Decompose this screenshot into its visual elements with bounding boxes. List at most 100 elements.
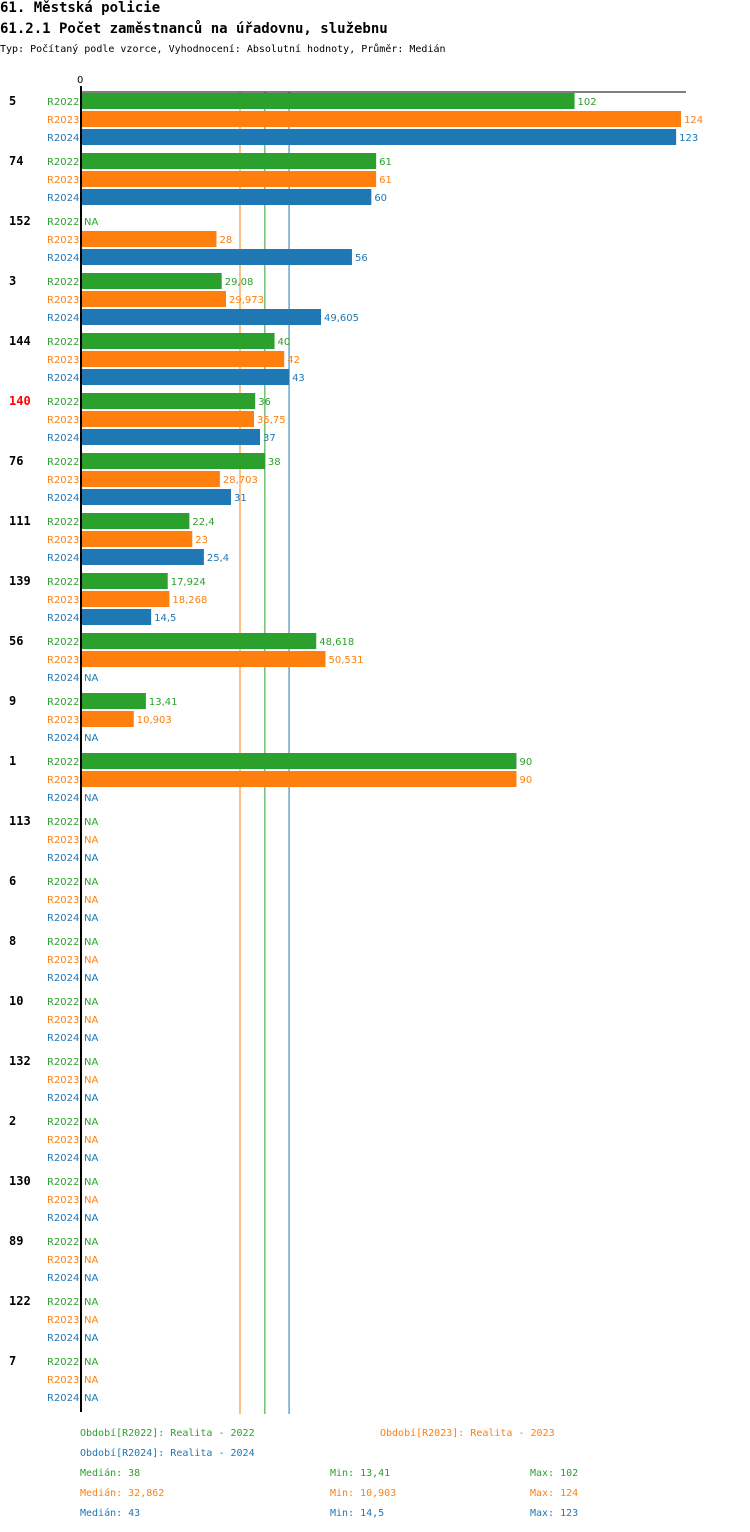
na-label: NA (84, 1393, 98, 1404)
bar (81, 273, 222, 289)
bar (81, 411, 254, 427)
na-label: NA (84, 835, 98, 846)
data-label: 28 (219, 235, 232, 246)
stat-min-r2023: Min: 10,903 (330, 1488, 397, 1499)
bar (81, 369, 290, 385)
bar (81, 171, 377, 187)
data-label: 13,41 (149, 697, 178, 708)
group-label: 130 (9, 1174, 31, 1188)
group-label: 140 (9, 394, 31, 408)
bar (81, 531, 193, 547)
series-label: R2022 (47, 697, 79, 708)
series-label: R2024 (47, 913, 79, 924)
stat-median-r2024: Medián: 43 (80, 1508, 141, 1519)
series-label: R2023 (47, 115, 79, 126)
series-label: R2024 (47, 673, 79, 684)
na-label: NA (84, 1033, 98, 1044)
bar (81, 513, 190, 529)
stat-max-r2023: Max: 124 (530, 1488, 579, 1499)
series-label: R2023 (47, 1135, 79, 1146)
series-label: R2023 (47, 835, 79, 846)
group-label: 139 (9, 574, 31, 588)
series-label: R2024 (47, 493, 79, 504)
data-label: 50,531 (329, 655, 364, 666)
series-label: R2022 (47, 1237, 79, 1248)
series-label: R2023 (47, 235, 79, 246)
group-label: 111 (9, 514, 31, 528)
na-label: NA (84, 817, 98, 828)
data-label: 35,75 (257, 415, 286, 426)
na-label: NA (84, 1015, 98, 1026)
data-label: 42 (287, 355, 300, 366)
data-label: 90 (519, 775, 532, 786)
series-label: R2022 (47, 157, 79, 168)
na-label: NA (84, 997, 98, 1008)
legend-r2024: Období[R2024]: Realita - 2024 (80, 1448, 255, 1459)
series-label: R2024 (47, 1153, 79, 1164)
data-label: 49,605 (324, 313, 359, 324)
data-label: 124 (684, 115, 703, 126)
series-label: R2022 (47, 457, 79, 468)
series-label: R2024 (47, 1393, 79, 1404)
series-label: R2023 (47, 175, 79, 186)
series-label: R2022 (47, 577, 79, 588)
data-label: 23 (195, 535, 208, 546)
na-label: NA (84, 853, 98, 864)
bar (81, 549, 204, 565)
bar (81, 753, 517, 769)
group-label: 9 (9, 694, 16, 708)
series-label: R2023 (47, 775, 79, 786)
series-label: R2024 (47, 853, 79, 864)
stat-min-r2024: Min: 14,5 (330, 1508, 385, 1519)
data-label: 56 (355, 253, 368, 264)
na-label: NA (84, 877, 98, 888)
series-label: R2022 (47, 217, 79, 228)
series-label: R2024 (47, 1093, 79, 1104)
group-label: 76 (9, 454, 23, 468)
na-label: NA (84, 895, 98, 906)
series-label: R2022 (47, 1297, 79, 1308)
series-label: R2024 (47, 1033, 79, 1044)
na-label: NA (84, 1075, 98, 1086)
na-label: NA (84, 1057, 98, 1068)
series-label: R2023 (47, 1375, 79, 1386)
x-axis-zero-label: 0 (77, 75, 83, 86)
data-label: 29,08 (225, 277, 254, 288)
data-label: 123 (679, 133, 698, 144)
series-label: R2022 (47, 337, 79, 348)
data-label: 61 (379, 175, 392, 186)
data-label: 90 (519, 757, 532, 768)
group-label: 132 (9, 1054, 31, 1068)
data-label: 48,618 (319, 637, 354, 648)
data-label: 25,4 (207, 553, 229, 564)
series-label: R2024 (47, 1333, 79, 1344)
na-label: NA (84, 973, 98, 984)
data-label: 60 (374, 193, 387, 204)
na-label: NA (84, 1297, 98, 1308)
na-label: NA (84, 937, 98, 948)
data-label: 14,5 (154, 613, 176, 624)
series-label: R2024 (47, 313, 79, 324)
group-label: 74 (9, 154, 23, 168)
group-label: 8 (9, 934, 16, 948)
page-title: 61. Městská policie (0, 0, 161, 16)
series-label: R2024 (47, 133, 79, 144)
group-label: 122 (9, 1294, 31, 1308)
na-label: NA (84, 1117, 98, 1128)
data-label: 18,268 (172, 595, 207, 606)
data-label: 22,4 (192, 517, 214, 528)
bar (81, 693, 146, 709)
series-label: R2023 (47, 1255, 79, 1266)
chart-subtitle: 61.2.1 Počet zaměstnanců na úřadovnu, sl… (0, 21, 388, 37)
series-label: R2024 (47, 973, 79, 984)
series-label: R2022 (47, 277, 79, 288)
series-label: R2023 (47, 715, 79, 726)
na-label: NA (84, 1255, 98, 1266)
series-label: R2023 (47, 1195, 79, 1206)
series-label: R2024 (47, 733, 79, 744)
series-label: R2022 (47, 1357, 79, 1368)
bar (81, 231, 217, 247)
series-label: R2022 (47, 517, 79, 528)
bar (81, 333, 275, 349)
series-label: R2024 (47, 553, 79, 564)
